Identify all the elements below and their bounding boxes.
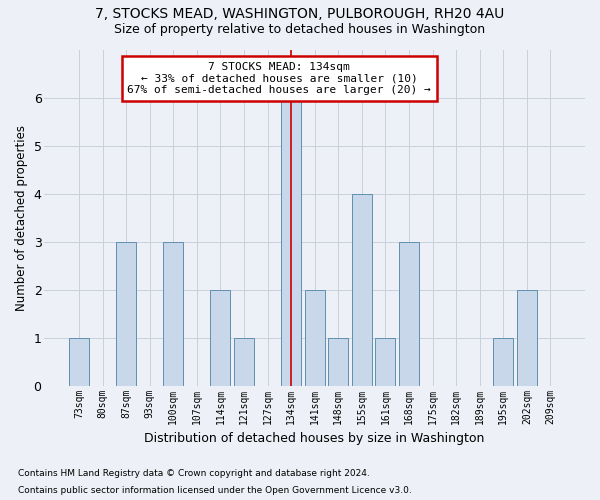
Bar: [352, 194, 372, 386]
Bar: [163, 242, 183, 386]
Text: Contains HM Land Registry data © Crown copyright and database right 2024.: Contains HM Land Registry data © Crown c…: [18, 468, 370, 477]
Bar: [517, 290, 537, 386]
Text: 7, STOCKS MEAD, WASHINGTON, PULBOROUGH, RH20 4AU: 7, STOCKS MEAD, WASHINGTON, PULBOROUGH, …: [95, 8, 505, 22]
Bar: [211, 290, 230, 386]
Bar: [116, 242, 136, 386]
Text: Size of property relative to detached houses in Washington: Size of property relative to detached ho…: [115, 22, 485, 36]
Bar: [281, 98, 301, 386]
X-axis label: Distribution of detached houses by size in Washington: Distribution of detached houses by size …: [145, 432, 485, 445]
Bar: [69, 338, 89, 386]
Bar: [493, 338, 513, 386]
Bar: [234, 338, 254, 386]
Text: 7 STOCKS MEAD: 134sqm
← 33% of detached houses are smaller (10)
67% of semi-deta: 7 STOCKS MEAD: 134sqm ← 33% of detached …: [127, 62, 431, 95]
Text: Contains public sector information licensed under the Open Government Licence v3: Contains public sector information licen…: [18, 486, 412, 495]
Bar: [305, 290, 325, 386]
Bar: [376, 338, 395, 386]
Bar: [328, 338, 348, 386]
Bar: [399, 242, 419, 386]
Y-axis label: Number of detached properties: Number of detached properties: [15, 125, 28, 311]
